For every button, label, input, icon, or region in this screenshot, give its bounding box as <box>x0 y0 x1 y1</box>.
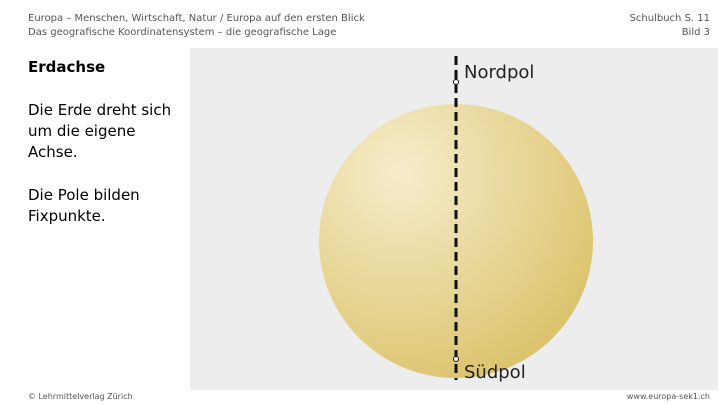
heading: Erdachse <box>28 58 106 76</box>
copyright: © Lehrmittelverlag Zürich <box>28 392 133 401</box>
book-ref: Schulbuch S. 11 <box>629 13 710 24</box>
paragraph: Die Pole bilden Fixpunkte. <box>28 186 140 225</box>
north-pole <box>453 79 459 85</box>
south-pole <box>453 356 459 362</box>
figure: Nordpol Südpol <box>190 48 718 390</box>
header-subtitle: Das geografische Koordinatensystem – die… <box>28 27 337 38</box>
paragraph: Die Erde dreht sich um die eigene Achse. <box>28 101 172 161</box>
website: www.europa-sek1.ch <box>626 392 710 401</box>
north-label: Nordpol <box>464 62 534 83</box>
header-title: Europa – Menschen, Wirtschaft, Natur / E… <box>28 13 365 24</box>
south-label: Südpol <box>464 362 526 383</box>
image-ref: Bild 3 <box>681 27 710 38</box>
